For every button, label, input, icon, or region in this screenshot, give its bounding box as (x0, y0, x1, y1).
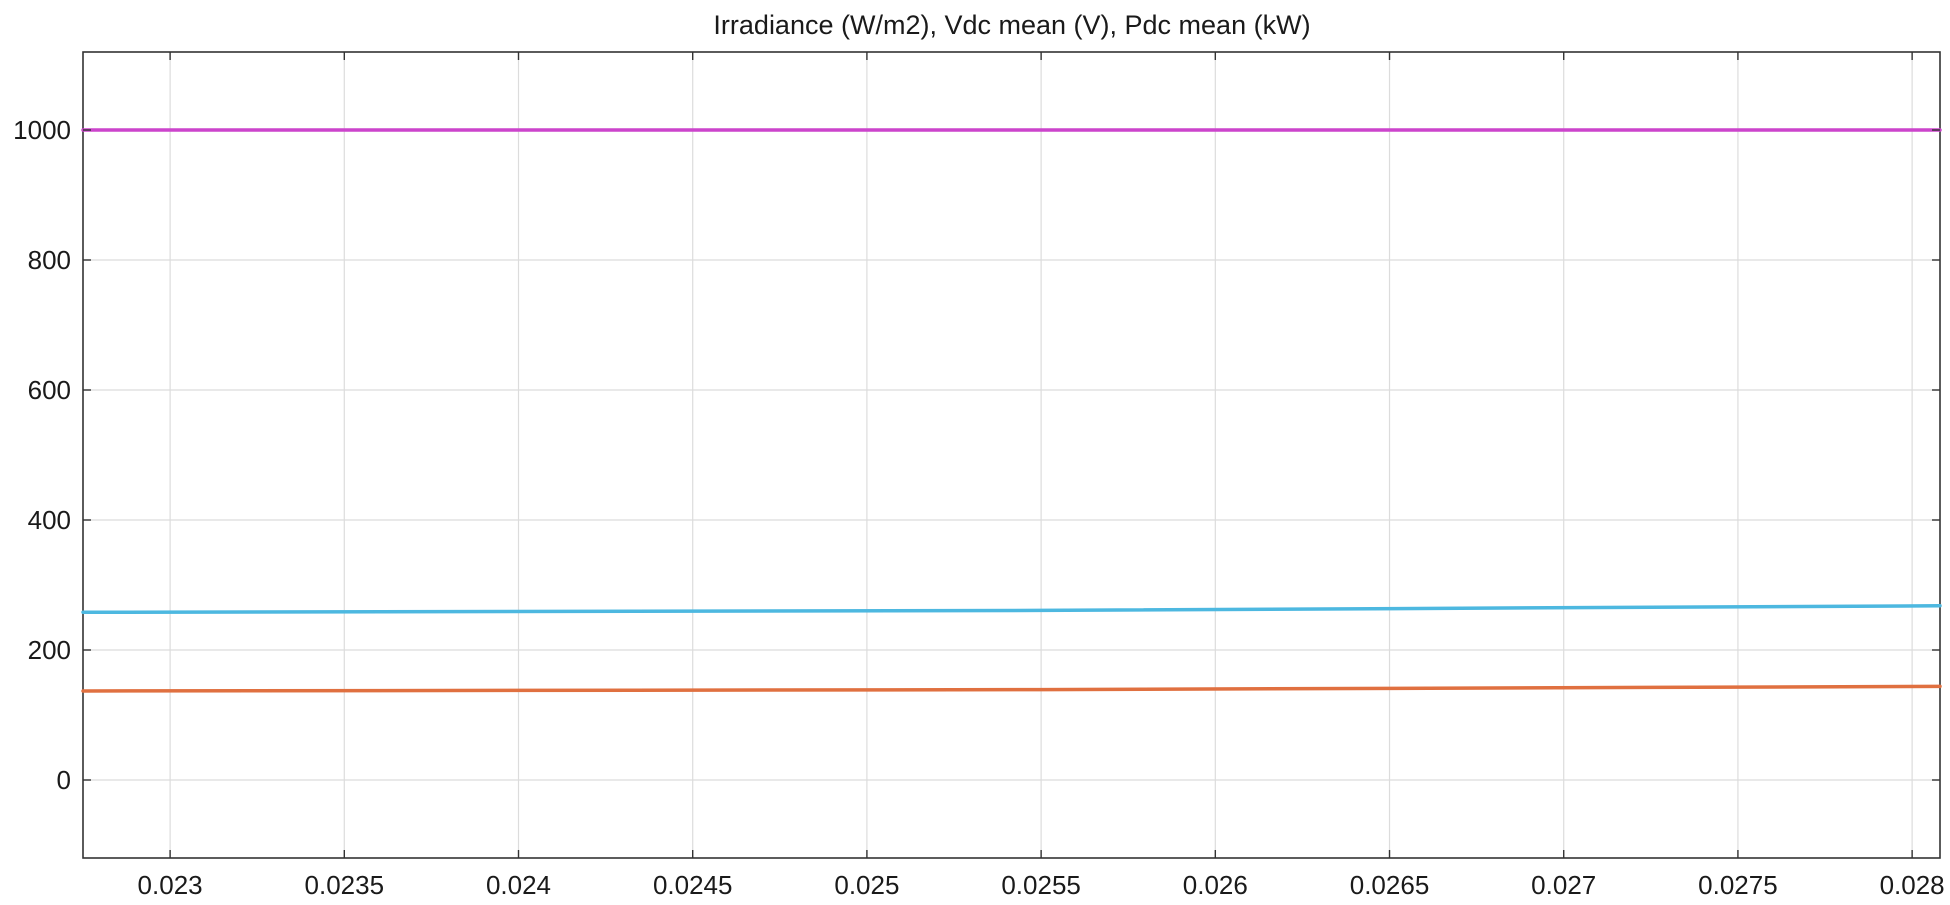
series-line-3 (81, 684, 1942, 693)
x-tick-label: 0.026 (1183, 870, 1248, 900)
series-line-2 (81, 604, 1942, 615)
series-lines (81, 128, 1942, 693)
x-tick-label: 0.025 (834, 870, 899, 900)
y-tick-label: 200 (28, 635, 71, 665)
x-tick-label: 0.023 (138, 870, 203, 900)
x-tick-label: 0.024 (486, 870, 551, 900)
x-tick-label: 0.0265 (1350, 870, 1430, 900)
y-tick-label: 800 (28, 245, 71, 275)
y-tick-label: 1000 (13, 115, 71, 145)
chart-title: Irradiance (W/m2), Vdc mean (V), Pdc mea… (713, 10, 1310, 40)
x-tick-label: 0.028 (1880, 870, 1945, 900)
y-tick-label: 600 (28, 375, 71, 405)
x-tick-label: 0.027 (1531, 870, 1596, 900)
x-tick-label: 0.0245 (653, 870, 733, 900)
x-tick-label: 0.0275 (1698, 870, 1778, 900)
x-axis-ticks: 0.023 0.0235 0.024 0.0245 0.025 0.0255 0.026 0.… (138, 52, 1945, 900)
x-tick-label: 0.0235 (305, 870, 385, 900)
x-tick-label: 0.0255 (1001, 870, 1081, 900)
plot-area-frame (82, 51, 1941, 859)
y-tick-label: 0 (57, 765, 71, 795)
y-axis-ticks: 0 200 400 600 800 1000 (13, 115, 1940, 795)
grid-lines (83, 52, 1940, 858)
y-tick-label: 400 (28, 505, 71, 535)
